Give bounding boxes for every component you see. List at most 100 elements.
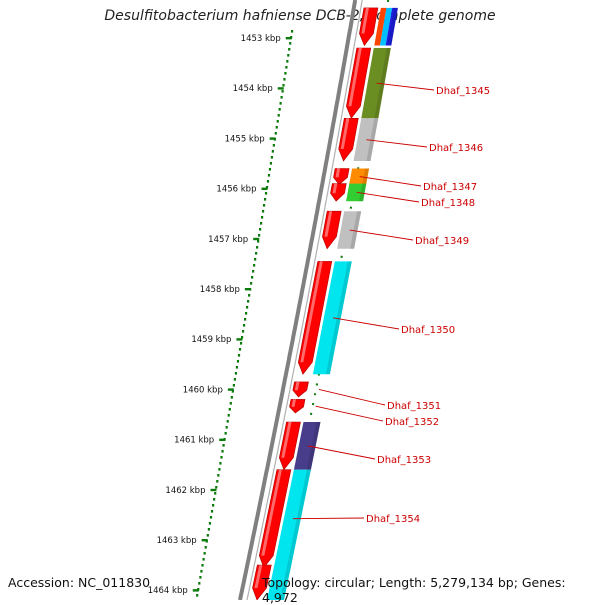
ruler-dot xyxy=(264,192,268,195)
ruler-dot xyxy=(239,342,243,345)
gene-label[interactable]: Dhaf_1347 xyxy=(423,182,477,193)
ruler-dot xyxy=(256,246,259,249)
ruler-dot xyxy=(216,480,219,483)
ruler-dot xyxy=(247,300,250,303)
gene-arrow-highlight xyxy=(294,381,300,391)
genome-title: Desulfitobacterium hafniense DCB-2, comp… xyxy=(104,8,496,24)
ruler-dot xyxy=(227,414,230,417)
gene-label[interactable]: Dhaf_1354 xyxy=(366,514,420,525)
ruler-dot xyxy=(215,486,218,489)
ruler-dot xyxy=(263,198,267,201)
ruler-dot xyxy=(210,510,214,513)
ruler-dot xyxy=(251,276,254,279)
ruler-dot xyxy=(228,408,231,411)
ruler-dot xyxy=(198,582,201,585)
gene-feature xyxy=(258,469,311,569)
ruler-dot xyxy=(234,372,238,375)
backbone-line xyxy=(238,0,358,600)
gene-label[interactable]: Dhaf_1346 xyxy=(429,143,483,154)
gene-arrow-highlight xyxy=(291,399,296,407)
gene-feature xyxy=(359,7,398,47)
ruler-dot xyxy=(229,402,232,405)
ruler-dot xyxy=(235,366,239,369)
ruler-dot xyxy=(253,264,256,267)
ruler-tick xyxy=(192,589,199,592)
cog-bar xyxy=(379,7,393,46)
backbone-edge xyxy=(246,0,363,600)
gene-arrow-highlight xyxy=(254,565,263,588)
ruler-dot xyxy=(196,594,199,597)
gene-label[interactable]: Dhaf_1351 xyxy=(387,401,441,412)
ruler-dot xyxy=(201,564,204,567)
cog-bar-shade xyxy=(350,211,362,249)
ruler-dot xyxy=(252,270,255,273)
gene-arrow xyxy=(359,7,379,47)
ruler-tick-label: 1459 kbp xyxy=(191,335,231,345)
ruler-dot xyxy=(269,162,273,165)
ruler-dot xyxy=(208,522,212,525)
gene-label[interactable]: Dhaf_1348 xyxy=(421,198,475,209)
ruler-dot xyxy=(285,66,288,69)
ruler-tick xyxy=(253,237,260,241)
ruler-tick-label: 1460 kbp xyxy=(183,385,223,395)
gene-arrow-highlight xyxy=(300,261,323,363)
gene-feature xyxy=(297,261,352,375)
cog-bar-shade xyxy=(387,7,398,46)
ruler-dot xyxy=(255,252,258,255)
ruler-dot xyxy=(266,180,270,183)
ruler-tick-label: 1457 kbp xyxy=(208,235,248,245)
ruler-dot xyxy=(284,72,287,75)
gene-leader-line xyxy=(359,176,422,187)
ruler-dot xyxy=(272,144,275,147)
ruler-dot xyxy=(243,318,247,321)
ruler-tick-label: 1463 kbp xyxy=(157,536,197,546)
ruler-dot xyxy=(218,468,221,471)
cog-bar-shade xyxy=(306,422,321,470)
ruler-dot xyxy=(246,306,249,309)
accession-text: Accession: NC_011830 xyxy=(8,575,151,590)
ruler-dot xyxy=(212,504,215,507)
gene-label[interactable]: Dhaf_1349 xyxy=(415,236,469,247)
gene-arrow xyxy=(346,47,372,119)
gene-label[interactable]: Dhaf_1350 xyxy=(401,325,455,336)
ruler-dot xyxy=(203,552,206,555)
ruler-dot xyxy=(202,558,205,561)
ruler-dot xyxy=(260,222,263,225)
gene-arrow-highlight xyxy=(361,7,369,34)
ruler-dot xyxy=(224,432,227,435)
ruler-dot xyxy=(199,576,202,579)
gene-arrow-highlight xyxy=(340,118,350,149)
gene-label[interactable]: Dhaf_1352 xyxy=(385,417,439,428)
gene-leader-line xyxy=(349,229,414,241)
ruler-dot xyxy=(279,102,282,105)
ruler-dot xyxy=(232,384,235,387)
gene-label[interactable]: Dhaf_1345 xyxy=(436,86,490,97)
ruler-dot xyxy=(291,30,294,33)
gene-label[interactable]: Dhaf_1353 xyxy=(377,455,431,466)
ruler-dot xyxy=(287,54,290,57)
cog-bar-shade xyxy=(325,261,352,375)
ruler-dot xyxy=(261,210,265,213)
ruler-dot xyxy=(254,258,257,261)
ruler-dot xyxy=(220,456,223,459)
ruler-dot xyxy=(226,420,229,423)
gene-arrow xyxy=(322,210,342,250)
ruler-dot xyxy=(204,546,207,549)
gene-feature xyxy=(333,168,370,186)
ruler-dot xyxy=(275,126,278,129)
gene-feature xyxy=(346,47,391,119)
ruler-dot xyxy=(242,324,246,327)
ruler-dot xyxy=(250,282,253,285)
cog-bar xyxy=(374,7,387,46)
gene-feature xyxy=(338,118,379,162)
gene-arrow xyxy=(297,261,333,375)
gene-arrow xyxy=(338,118,359,162)
ruler-dot xyxy=(265,186,269,189)
cog-bar xyxy=(312,261,352,375)
gene-leader-line xyxy=(318,388,386,406)
gene-arrow-highlight xyxy=(335,168,341,178)
ruler-dot xyxy=(213,498,216,501)
ruler-dot xyxy=(221,450,224,453)
ruler-dot xyxy=(207,528,210,531)
ruler-dot xyxy=(274,132,277,135)
